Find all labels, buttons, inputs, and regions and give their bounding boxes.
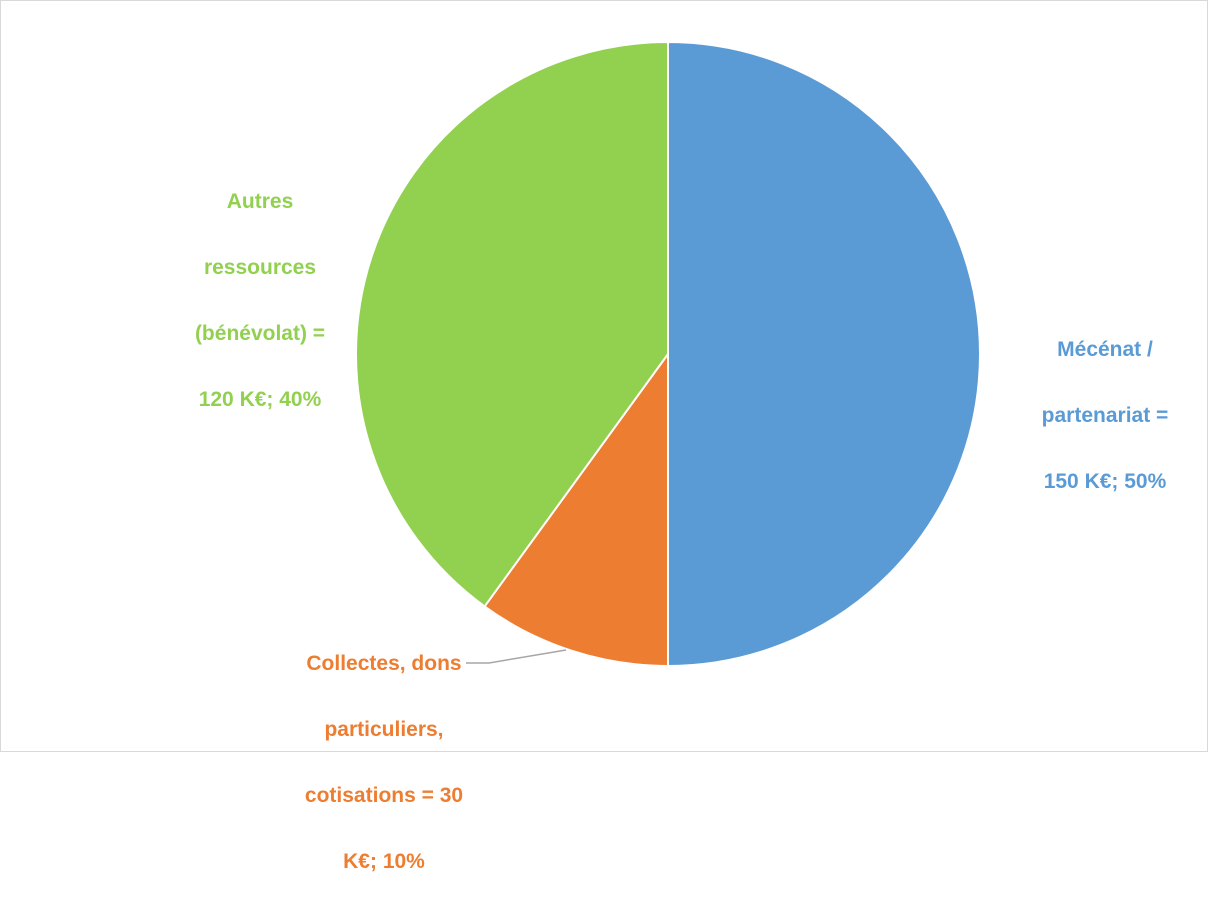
pie-slice-mecenat [667,40,981,668]
leader-line-collectes [466,649,567,664]
pie-slice-collectes [483,350,669,668]
slice-label-collectes: Collectes, dons particuliers, cotisation… [304,652,464,873]
slice-label-mecenat: Mécénat / partenariat = 150 K€; 50% [1041,338,1169,493]
pie-chart [355,40,981,668]
pie-slice-autres [355,40,669,608]
slice-label-autres: Autres ressources (bénévolat) = 120 K€; … [194,190,326,411]
